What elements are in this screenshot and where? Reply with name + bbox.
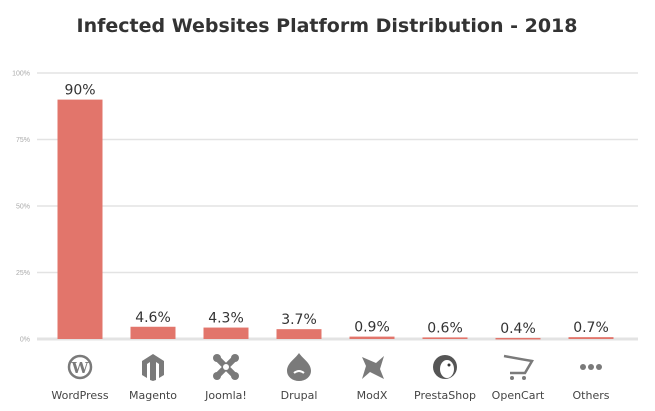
y-tick-label: 50% (16, 204, 30, 211)
data-label: 4.6% (135, 310, 171, 326)
category-label: OpenCart (492, 389, 545, 402)
data-label: 0.7% (573, 320, 609, 336)
prestashop-icon (433, 355, 457, 379)
category-label: Magento (129, 389, 177, 402)
y-tick-label: 100% (12, 71, 30, 78)
magento-icon (142, 354, 164, 381)
opencart-icon (503, 354, 534, 380)
category-label: WordPress (51, 389, 108, 402)
y-tick-label: 25% (16, 270, 30, 277)
y-tick-label: 75% (16, 137, 30, 144)
data-label: 0.9% (354, 320, 390, 336)
category-label: Others (573, 389, 610, 402)
drupal-icon (287, 353, 311, 381)
category-label: Joomla! (204, 389, 247, 402)
data-label: 0.4% (500, 321, 536, 337)
bar (568, 337, 614, 339)
ellipsis-icon (580, 364, 602, 370)
joomla-icon (213, 354, 239, 380)
bar (130, 326, 176, 339)
bar (276, 329, 322, 339)
chart-title: Infected Websites Platform Distribution … (77, 15, 578, 37)
bar (495, 337, 541, 340)
data-label: 90% (64, 83, 95, 99)
category-label: Drupal (281, 389, 318, 402)
y-tick-label: 0% (20, 337, 30, 344)
data-label: 0.6% (427, 320, 463, 336)
modx-icon (362, 356, 384, 379)
category-label: ModX (357, 389, 388, 402)
wordpress-icon: W (67, 354, 93, 380)
category-label: PrestaShop (414, 389, 476, 402)
bar (349, 336, 395, 339)
data-label: 3.7% (281, 312, 317, 328)
bar (422, 337, 468, 339)
bar (57, 99, 103, 339)
bar (203, 327, 249, 339)
svg-text:W: W (71, 359, 90, 377)
data-label: 4.3% (208, 311, 244, 327)
